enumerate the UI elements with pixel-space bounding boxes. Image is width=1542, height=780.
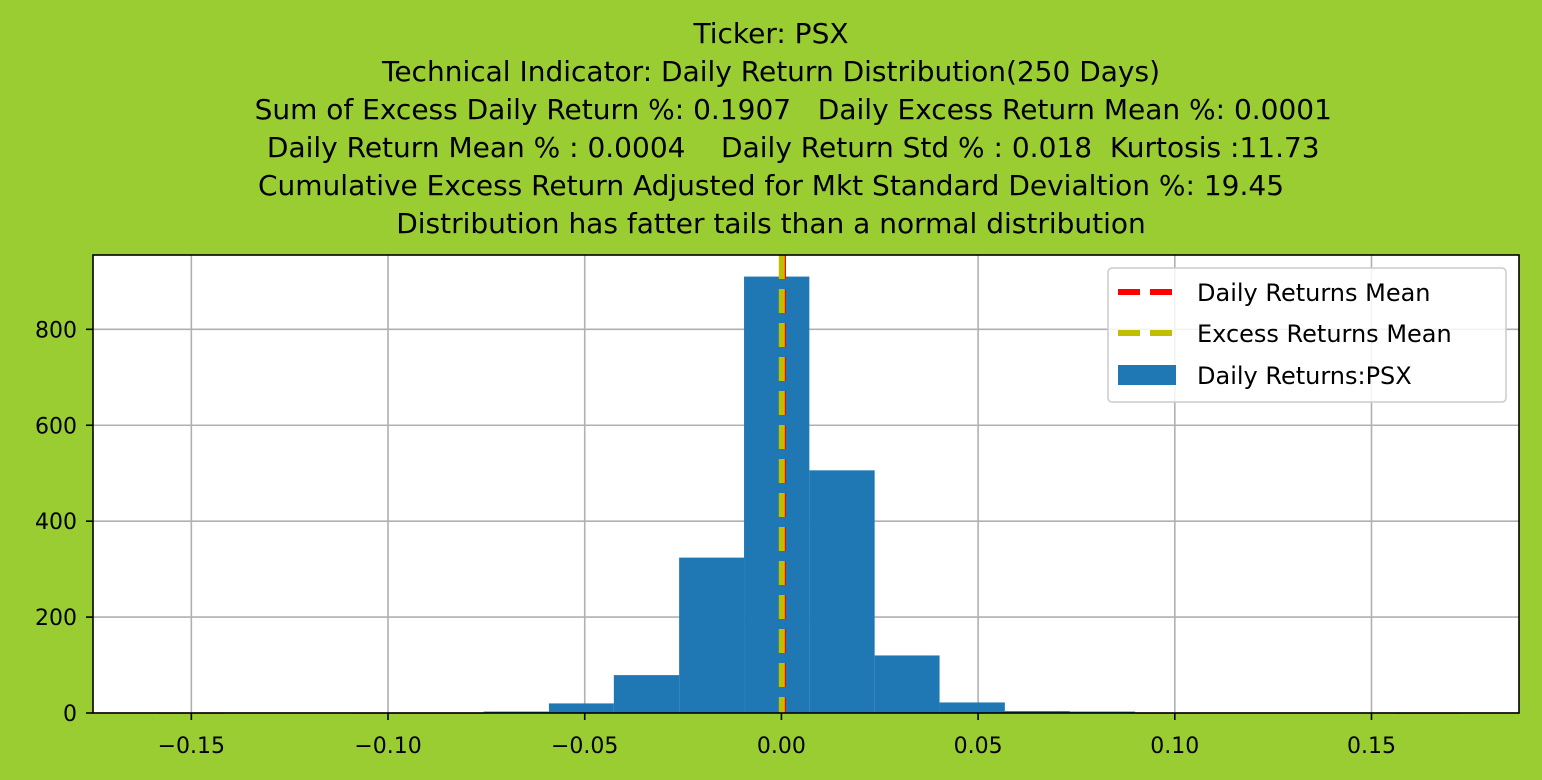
histogram-bar — [939, 702, 1005, 713]
histogram-bar — [613, 675, 680, 713]
legend-label-excess-mean: Excess Returns Mean — [1197, 320, 1452, 348]
x-tick-label: 0.00 — [757, 734, 806, 759]
chart-title-line-3: Sum of Excess Daily Return %: 0.1907 Dai… — [210, 93, 1332, 126]
legend-swatch-daily-returns — [1118, 365, 1176, 385]
histogram-bar — [548, 703, 614, 713]
chart-title-line-5: Cumulative Excess Return Adjusted for Mk… — [257, 169, 1285, 202]
chart-title-line-1: Ticker: PSX — [693, 17, 849, 50]
y-tick-label: 600 — [35, 414, 77, 439]
legend-box — [1107, 267, 1507, 403]
legend-label-daily-mean: Daily Returns Mean — [1197, 279, 1431, 307]
y-tick-label: 400 — [35, 510, 77, 535]
x-tick-label: 0.15 — [1347, 734, 1396, 759]
y-tick-label: 200 — [35, 606, 77, 631]
histogram-bar — [744, 276, 810, 713]
mean-lines — [778, 255, 786, 713]
y-tick-label: 0 — [63, 702, 77, 727]
y-tick-label: 800 — [35, 318, 77, 343]
histogram-bar — [874, 655, 940, 713]
plot-frame — [92, 254, 1520, 714]
histogram-bar — [679, 557, 745, 713]
histogram-bar — [809, 470, 875, 713]
histogram-bars — [157, 276, 1461, 714]
x-tick-label: 0.10 — [1150, 734, 1199, 759]
legend-label-daily-returns: Daily Returns:PSX — [1197, 362, 1412, 390]
chart-title-line-4: Daily Return Mean % : 0.0004 Daily Retur… — [222, 131, 1320, 164]
chart-title-line-2: Technical Indicator: Daily Return Distri… — [381, 55, 1161, 88]
x-tick-label: −0.15 — [158, 734, 225, 759]
x-tick-label: 0.05 — [954, 734, 1003, 759]
x-tick-label: −0.05 — [551, 734, 618, 759]
axis-ticks: −0.15 −0.10 −0.05 0.00 0.05 0.10 0.15 0 200 400 60… — [35, 318, 1396, 759]
legend: Daily Returns Mean Excess Returns Mean D… — [1107, 267, 1507, 403]
chart-title-line-6: Distribution has fatter tails than a nor… — [396, 207, 1146, 240]
x-tick-label: −0.10 — [354, 734, 421, 759]
histogram-bar — [1004, 711, 1070, 713]
